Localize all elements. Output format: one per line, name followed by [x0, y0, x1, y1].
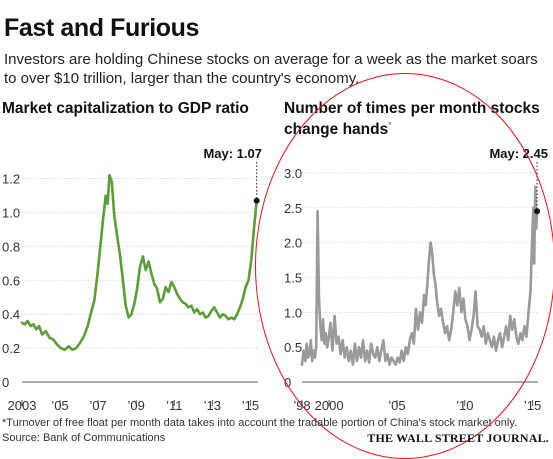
data-line-series — [20, 173, 258, 352]
footnote: *Turnover of free float per month data t… — [2, 417, 518, 429]
panel-title-line-2: change hands* — [284, 120, 392, 138]
y-tick-label-0-8: 0.8 — [2, 239, 20, 254]
latest-value-label: May: 1.07 — [203, 146, 262, 161]
x-tick-label-15: ’15 — [524, 398, 541, 413]
latest-value-marker — [534, 208, 541, 215]
x-tick-label-07: ’07 — [89, 398, 106, 413]
x-tick-label-11: ’11 — [166, 398, 182, 413]
y-tick-label-0: 0 — [284, 375, 291, 390]
y-tick-label-0-4: 0.4 — [2, 307, 20, 322]
x-tick-label-2003: 2003 — [8, 398, 37, 413]
panel-title-line-1: Number of times per month stocks — [284, 100, 540, 117]
x-tick-label-2000: 2000 — [315, 398, 344, 413]
x-tick-label-09: ’09 — [128, 398, 145, 413]
source-note: Source: Bank of Communications — [2, 432, 166, 444]
x-tick-label-05: ’05 — [388, 398, 405, 413]
y-tick-label-2-0: 2.0 — [284, 236, 302, 251]
latest-value-label: May: 2.45 — [489, 146, 548, 161]
left-chart-market-cap-to-gdp: Market capitalization to GDP ratio 0 0.2 0.… — [2, 100, 262, 413]
x-tick-label-15: ’15 — [242, 398, 259, 413]
x-tick-label-13: ’13 — [204, 398, 221, 413]
y-tick-label-0-2: 0.2 — [2, 341, 20, 356]
y-tick-label-3-0: 3.0 — [284, 166, 302, 181]
x-tick-label-05: ’05 — [51, 398, 68, 413]
x-tick-label-10: ’10 — [456, 398, 473, 413]
data-line-series — [300, 185, 539, 366]
y-tick-label-1-0: 1.0 — [284, 305, 302, 320]
y-tick-label-0: 0 — [2, 375, 9, 390]
y-tick-label-1-5: 1.5 — [284, 270, 302, 285]
y-tick-label-2-5: 2.5 — [284, 201, 302, 216]
y-tick-label-1-2: 1.2 — [2, 172, 20, 187]
right-chart-monthly-turnover: Number of times per month stocks change h… — [284, 100, 548, 413]
y-tick-label-1-0: 1.0 — [2, 205, 20, 220]
chart-subtitle: Investors are holding Chinese stocks on … — [4, 51, 538, 87]
y-tick-label-0-5: 0.5 — [284, 340, 302, 355]
chart-title: Fast and Furious — [4, 14, 200, 42]
x-tick-label-98: ’98 — [293, 398, 310, 413]
y-tick-label-0-6: 0.6 — [2, 273, 20, 288]
publisher-logo: THE WALL STREET JOURNAL. — [367, 431, 549, 445]
latest-value-marker — [253, 197, 260, 204]
panel-title: Market capitalization to GDP ratio — [2, 100, 249, 117]
